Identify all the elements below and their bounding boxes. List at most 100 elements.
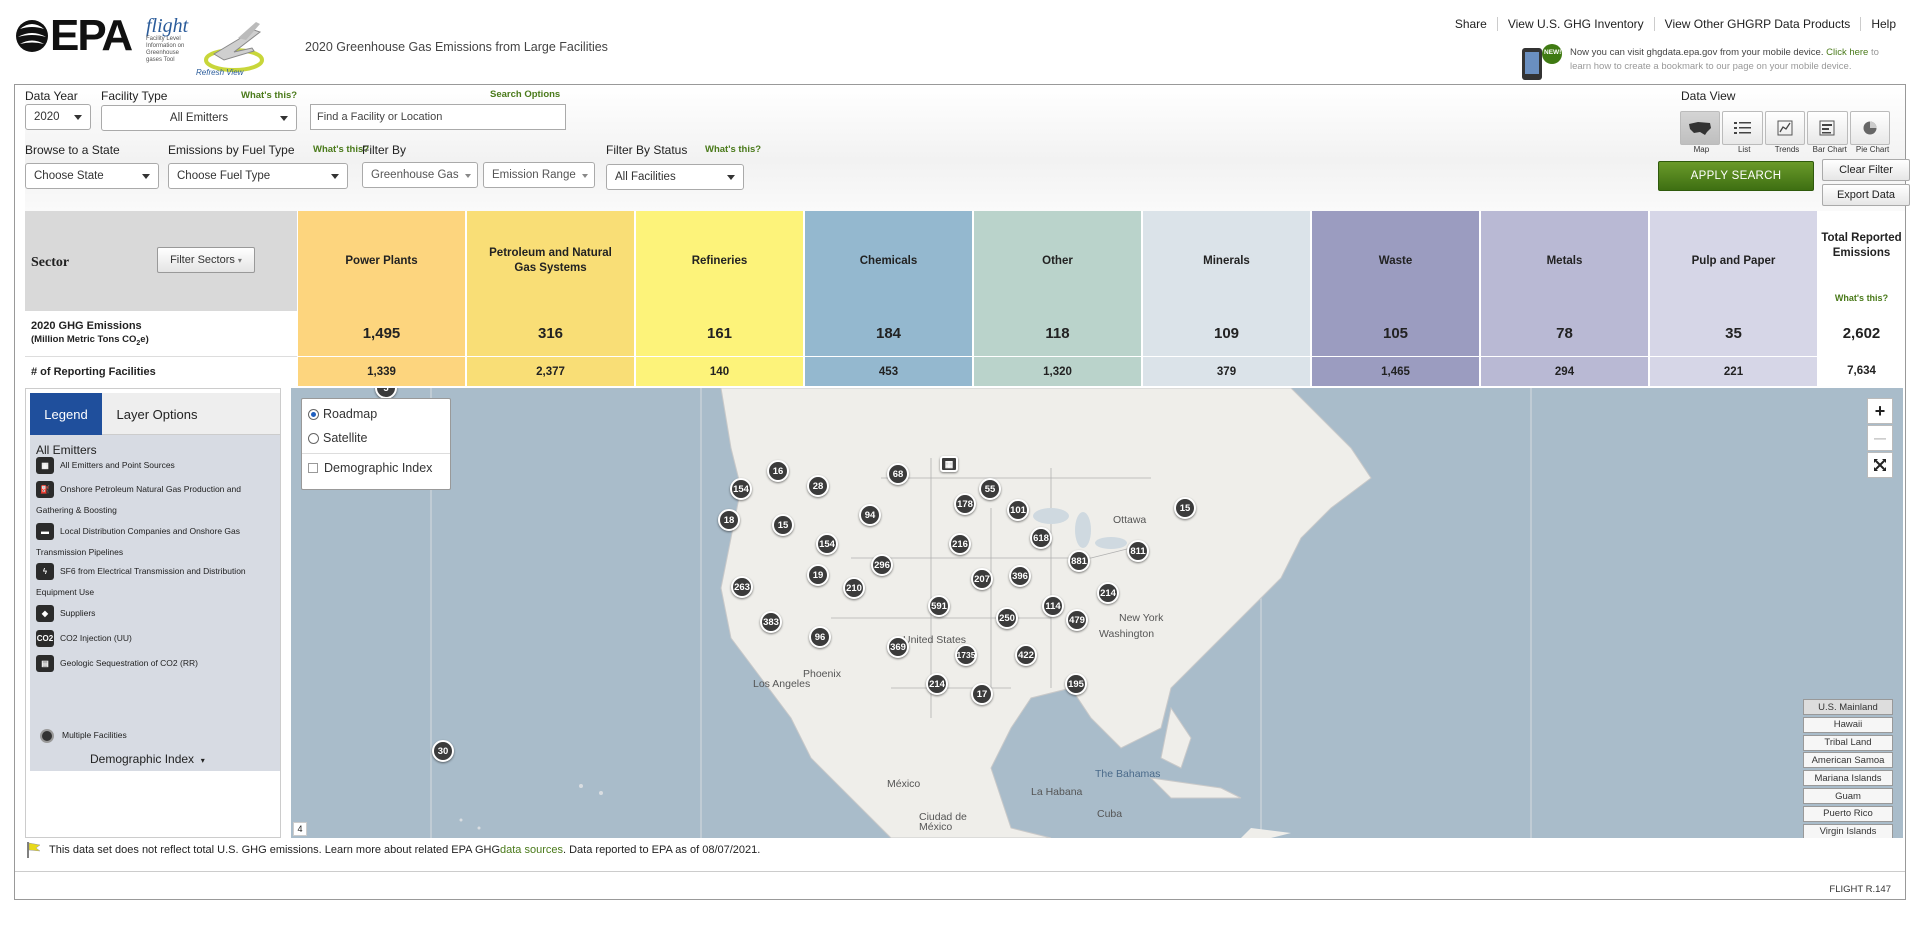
clear-filter-button[interactable]: Clear Filter (1822, 159, 1910, 181)
sector-column[interactable]: Power Plants 1,495 1,339 (297, 211, 465, 386)
zoom-out-button[interactable]: — (1867, 425, 1893, 451)
facility-whats-this-link[interactable]: What's this? (241, 90, 298, 101)
sector-column[interactable]: Waste 105 1,465 (1311, 211, 1479, 386)
pipeline-icon: ▬ (36, 523, 54, 541)
version-label: FLIGHT R.147 (1829, 884, 1891, 895)
list-view-button[interactable] (1722, 111, 1763, 145)
region-button[interactable]: Hawaii (1803, 716, 1893, 733)
facility-cluster-pin[interactable]: 250 (996, 607, 1018, 629)
total-whats-this-link[interactable]: What's this? (1834, 293, 1889, 303)
fuel-type-select[interactable]: Choose Fuel Type (168, 163, 348, 189)
data-sources-link[interactable]: data sources (500, 844, 563, 856)
calendar-marker-icon[interactable]: ▦ (940, 456, 958, 472)
region-button[interactable]: Virgin Islands (1803, 823, 1893, 838)
greenhouse-gas-filter[interactable]: Greenhouse Gas (362, 162, 478, 188)
help-link[interactable]: Help (1871, 17, 1896, 31)
facility-cluster-pin[interactable]: 94 (859, 504, 881, 526)
facility-cluster-pin[interactable]: 96 (809, 626, 831, 648)
demographic-index-toggle[interactable]: Demographic Index ▾ (90, 752, 205, 766)
facility-cluster-pin[interactable]: 881 (1068, 550, 1090, 572)
sector-column[interactable]: Chemicals 184 453 (804, 211, 972, 386)
facility-cluster-pin[interactable]: 207 (971, 568, 993, 590)
status-select[interactable]: All Facilities (606, 164, 744, 190)
facility-cluster-pin[interactable]: 479 (1066, 609, 1088, 631)
trends-view-button[interactable] (1764, 111, 1806, 145)
filter-sectors-button[interactable]: Filter Sectors ▾ (157, 247, 255, 273)
region-button[interactable]: Tribal Land (1803, 734, 1893, 751)
sector-column[interactable]: Refineries 161 140 (635, 211, 803, 386)
facility-type-select[interactable]: All Emitters (101, 105, 297, 131)
facility-cluster-pin[interactable]: 369 (887, 636, 909, 658)
facility-cluster-pin[interactable]: 422 (1015, 644, 1037, 666)
facility-cluster-pin[interactable]: 15 (1174, 497, 1196, 519)
epa-logo[interactable]: EPA (14, 14, 140, 58)
search-options-link[interactable]: Search Options (490, 89, 561, 100)
export-data-button[interactable]: Export Data (1822, 184, 1910, 206)
facility-cluster-pin[interactable]: 101 (1007, 499, 1029, 521)
map-view-button[interactable] (1680, 111, 1721, 145)
region-button[interactable]: Puerto Rico (1803, 805, 1893, 822)
tab-legend[interactable]: Legend (30, 393, 102, 435)
zoom-in-button[interactable]: + (1867, 398, 1893, 424)
facility-cluster-pin[interactable]: 195 (1065, 673, 1087, 695)
region-button[interactable]: U.S. Mainland (1803, 699, 1893, 715)
region-button[interactable]: Guam (1803, 788, 1893, 804)
fuel-whats-this-link[interactable]: What's this? (313, 144, 370, 155)
sector-column[interactable]: Other 118 1,320 (973, 211, 1141, 386)
data-year-select[interactable]: 2020 (25, 104, 91, 130)
facility-cluster-pin[interactable]: 216 (949, 533, 971, 555)
region-button[interactable]: American Samoa (1803, 752, 1893, 769)
facility-cluster-pin[interactable]: 154 (816, 533, 838, 555)
facility-cluster-pin[interactable]: 28 (807, 475, 829, 497)
apply-search-button[interactable]: APPLY SEARCH (1658, 161, 1814, 191)
emission-range-filter[interactable]: Emission Range (483, 162, 595, 188)
facility-cluster-pin[interactable]: 383 (760, 611, 782, 633)
fullscreen-button[interactable] (1867, 452, 1893, 478)
facility-cluster-pin[interactable]: 55 (979, 478, 1001, 500)
facility-cluster-pin[interactable]: 214 (926, 673, 948, 695)
refresh-view-link[interactable]: Refresh View (196, 68, 244, 77)
status-whats-this-link[interactable]: What's this? (705, 144, 762, 155)
facility-search-input[interactable]: Find a Facility or Location (310, 104, 566, 130)
bar-chart-view-button[interactable] (1807, 111, 1848, 145)
facility-cluster-pin[interactable]: 178 (954, 493, 976, 515)
facility-cluster-pin[interactable]: 811 (1127, 540, 1149, 562)
facility-cluster-pin[interactable]: 30 (432, 740, 454, 762)
map-canvas[interactable]: Ottawa United States New York Washington… (291, 388, 1903, 838)
satellite-option[interactable]: Satellite (308, 431, 367, 445)
facility-cluster-pin[interactable]: 214 (1097, 582, 1119, 604)
mobile-click-here-link[interactable]: Click here (1826, 47, 1869, 58)
facility-cluster-pin[interactable]: 114 (1042, 595, 1064, 617)
facility-cluster-pin[interactable]: 591 (928, 595, 950, 617)
facility-cluster-pin[interactable]: 396 (1009, 565, 1031, 587)
facility-cluster-pin[interactable]: 68 (887, 463, 909, 485)
tab-layer-options[interactable]: Layer Options (116, 406, 198, 422)
region-button[interactable]: Mariana Islands (1803, 770, 1893, 787)
pie-chart-view-button[interactable] (1849, 111, 1891, 145)
share-link[interactable]: Share (1445, 17, 1498, 31)
facility-cluster-pin[interactable]: 17 (971, 683, 993, 705)
flight-logo-tagline: Facility Level Information on Greenhouse… (146, 36, 185, 63)
sector-column[interactable]: Pulp and Paper 35 221 (1649, 211, 1817, 386)
legend-item-multiple: Multiple Facilities (36, 725, 276, 746)
facility-cluster-pin[interactable]: 15 (772, 514, 794, 536)
facility-cluster-pin[interactable]: 263 (731, 576, 753, 598)
other-products-link[interactable]: View Other GHGRP Data Products (1655, 17, 1862, 31)
facility-cluster-pin[interactable]: 1735 (955, 644, 977, 666)
sector-column[interactable]: Petroleum and Natural Gas Systems 316 2,37… (466, 211, 634, 386)
facility-cluster-pin[interactable]: 210 (843, 577, 865, 599)
state-select[interactable]: Choose State (25, 163, 159, 189)
sector-column[interactable]: Minerals 109 379 (1142, 211, 1310, 386)
sector-facilities: 2,377 (467, 356, 634, 386)
demographic-index-option[interactable]: Demographic Index (308, 461, 432, 475)
facility-cluster-pin[interactable]: 16 (767, 460, 789, 482)
ghg-inventory-link[interactable]: View U.S. GHG Inventory (1498, 17, 1655, 31)
facility-cluster-pin[interactable]: 18 (718, 509, 740, 531)
facility-cluster-pin[interactable]: 618 (1030, 527, 1052, 549)
facility-cluster-pin[interactable]: 154 (730, 478, 752, 500)
roadmap-option[interactable]: Roadmap (308, 407, 377, 421)
sector-column[interactable]: Metals 78 294 (1480, 211, 1648, 386)
facility-cluster-pin[interactable]: 296 (871, 554, 893, 576)
facility-cluster-pin[interactable]: 19 (807, 564, 829, 586)
flight-logo[interactable]: flight Facility Level Information on Gre… (146, 16, 274, 78)
